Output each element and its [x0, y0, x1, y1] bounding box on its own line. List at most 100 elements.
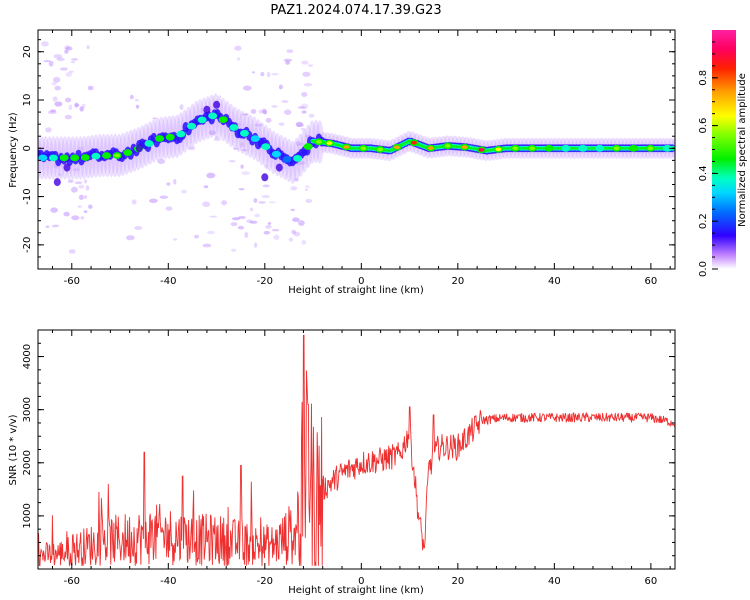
heatmap-speckle [68, 249, 76, 254]
heatmap-peak-core [315, 140, 322, 144]
heatmap-speckle [278, 84, 283, 90]
heatmap-peak-core [188, 124, 195, 128]
heatmap-peak-core [495, 147, 502, 152]
heatmap-speckle [202, 243, 212, 248]
heatmap-speckle [301, 60, 309, 65]
heatmap-peak-core [230, 125, 237, 130]
heatmap-speckle [271, 229, 280, 232]
heatmap-speckle [292, 217, 300, 222]
heatmap-peak-core [177, 132, 184, 136]
colorbar-tick-label: 0.6 [698, 118, 709, 134]
heatmap-speckle [246, 219, 253, 223]
heatmap-peak-core [92, 154, 99, 158]
heatmap-speckle [265, 225, 272, 229]
heatmap-speckle [237, 225, 245, 230]
heatmap-speckle [200, 108, 205, 114]
heatmap-speckle [244, 231, 249, 238]
heatmap-speckle [65, 46, 73, 51]
heatmap-speckle [254, 213, 260, 218]
heatmap-speckle [193, 234, 200, 239]
heatmap-speckle [56, 57, 65, 62]
heatmap-speckle [206, 230, 215, 235]
x-tick-label: 40 [548, 576, 561, 587]
heatmap-speckle [173, 238, 178, 241]
y-tick-label: -10 [22, 188, 33, 204]
x-tick-label: 40 [548, 276, 561, 287]
heatmap-speckle [203, 185, 209, 189]
heatmap-speckle [166, 182, 171, 186]
colorbar-tick-label: 0.2 [698, 213, 709, 229]
heatmap-speckle [173, 178, 177, 185]
heatmap-speckle [72, 168, 80, 172]
heatmap-speckle [50, 109, 56, 113]
x-tick-label: -20 [257, 276, 273, 287]
heatmap-peak-core [156, 136, 163, 141]
heatmap-speckle [233, 147, 239, 150]
heatmap-speckle [241, 113, 249, 116]
heatmap-speckle [234, 45, 242, 51]
heatmap-speckle [48, 110, 57, 114]
heatmap-speckle [87, 85, 94, 91]
heatmap-speckle [88, 204, 93, 209]
heatmap-speckle [221, 200, 228, 206]
x-tick-label: -20 [257, 576, 273, 587]
heatmap-speckle [268, 201, 276, 204]
heatmap-peak-core [647, 146, 654, 151]
heatmap-speckle [54, 85, 61, 91]
heatmap-speckle [63, 211, 70, 217]
heatmap-peak-core [478, 148, 485, 152]
heatmap-speckle [209, 215, 218, 218]
heatmap-speckle [52, 96, 58, 102]
heatmap-speckle [300, 103, 309, 110]
heatmap-peak-core [146, 141, 152, 146]
heatmap-peak-core [562, 146, 569, 151]
heatmap-peak-core [262, 144, 269, 149]
heatmap-speckle [249, 220, 258, 224]
heatmap-speckle [206, 172, 216, 179]
colorbar-tick-label: 0.4 [698, 165, 709, 181]
heatmap-speckle [258, 201, 266, 204]
heatmap-speckle [250, 109, 257, 114]
snr-xlabel: Height of straight line (km) [288, 585, 424, 596]
heatmap-speckle [305, 185, 310, 189]
heatmap-speckle [64, 49, 69, 54]
heatmap-peak-core [596, 146, 603, 151]
x-tick-label: -60 [64, 276, 80, 287]
heatmap-speckle [45, 127, 52, 133]
heatmap-speckle [267, 222, 272, 225]
y-tick-label: 10 [22, 94, 33, 107]
heatmap-speckle [303, 83, 313, 87]
y-tick-label: 0 [22, 145, 33, 151]
heatmap-peak-core [613, 146, 620, 151]
snr-series-line [38, 334, 675, 567]
heatmap-speckle [296, 161, 306, 165]
heatmap-speckle [228, 160, 236, 163]
heatmap-speckle [85, 185, 90, 191]
heatmap-speckle [252, 71, 255, 74]
heatmap-speckle [286, 49, 294, 53]
heatmap-peak-core [343, 145, 350, 149]
spectrogram-heatmap [38, 41, 675, 254]
snr-ylabel: SNR (10 * v/v) [8, 414, 19, 485]
heatmap-peak-core [284, 157, 290, 162]
heatmap-speckle [159, 195, 168, 199]
heatmap-speckle [65, 97, 72, 103]
heatmap-speckle [64, 114, 72, 120]
heatmap-peak-core [114, 153, 121, 158]
heatmap-peak-core [39, 156, 46, 160]
heatmap-speckle [83, 210, 88, 214]
heatmap-speckle [149, 198, 158, 203]
heatmap-speckle [68, 104, 73, 111]
heatmap-speckle [290, 208, 296, 212]
heatmap-peak-core [124, 150, 131, 155]
heatmap-peak-core [630, 146, 637, 151]
heatmap-lobe [53, 178, 61, 187]
heatmap-lobe [213, 100, 221, 109]
heatmap-peak-core [167, 135, 174, 139]
heatmap-speckle [54, 101, 63, 107]
heatmap-peak-core [220, 117, 227, 122]
heatmap-speckle [263, 230, 270, 235]
heatmap-peak-core [241, 131, 248, 136]
heatmap-speckle [293, 178, 299, 182]
